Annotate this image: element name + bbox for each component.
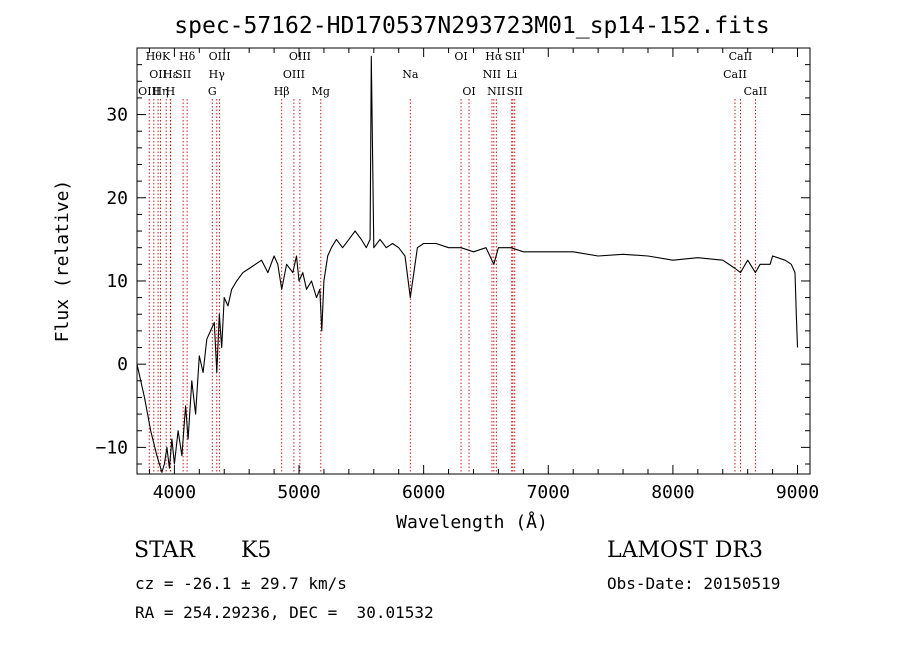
line-marker-label: G xyxy=(208,85,217,98)
line-marker-label: Hθ xyxy=(146,50,163,63)
emission-line-markers: OIIIHθOIIHηKHHεSIIHδGHγOIIIHβOIIIOIIIMgN… xyxy=(138,50,767,474)
y-tick-label: 10 xyxy=(106,271,128,292)
line-marker-label: SII xyxy=(505,50,521,63)
y-tick-label: 30 xyxy=(106,105,128,126)
line-marker-label: SII xyxy=(175,68,191,81)
chart-title: spec-57162-HD170537N293723M01_sp14-152.f… xyxy=(174,13,769,39)
line-marker-label: Mg xyxy=(312,85,330,98)
obs-date: Obs-Date: 20150519 xyxy=(607,574,781,593)
line-marker-label: OI xyxy=(454,50,467,63)
survey-name: LAMOST DR3 xyxy=(607,538,763,563)
line-marker-label: SII xyxy=(507,85,523,98)
redshift-readout: cz = -26.1 ± 29.7 km/s xyxy=(135,574,347,593)
line-marker-label: Hβ xyxy=(274,85,290,98)
x-axis: 4000 5000 6000 7000 8000 9000 xyxy=(148,48,819,503)
line-marker-label: CaII xyxy=(723,68,747,81)
y-axis: −10 0 10 20 30 xyxy=(95,64,810,465)
line-marker-label: Na xyxy=(402,68,419,81)
line-marker-label: Hδ xyxy=(179,50,196,63)
line-marker-label: OIII xyxy=(283,68,305,81)
line-marker-label: H xyxy=(166,85,176,98)
line-marker-label: OII xyxy=(149,68,167,81)
spectrum-series xyxy=(136,55,799,473)
line-marker-label: OIII xyxy=(138,85,160,98)
x-tick-label: 9000 xyxy=(776,482,819,503)
line-marker-label: CaII xyxy=(729,50,753,63)
plot-frame xyxy=(136,47,811,475)
line-marker-label: K xyxy=(162,50,171,63)
y-axis-label: Flux (relative) xyxy=(52,180,73,343)
line-marker-label: OI xyxy=(462,85,475,98)
x-tick-label: 8000 xyxy=(651,482,694,503)
x-tick-label: 7000 xyxy=(527,482,570,503)
x-tick-label: 6000 xyxy=(402,482,445,503)
line-marker-label: Hγ xyxy=(209,68,226,81)
line-marker-label: OIII xyxy=(209,50,231,63)
x-tick-label: 4000 xyxy=(153,482,196,503)
y-tick-label: 0 xyxy=(117,354,128,375)
line-marker-label: CaII xyxy=(744,85,768,98)
spectrum-line-0 xyxy=(136,55,799,473)
coordinates-readout: RA = 254.29236, DEC = 30.01532 xyxy=(135,603,434,622)
spectral-subclass: K5 xyxy=(241,538,272,563)
line-marker-label: Hη xyxy=(152,85,168,98)
line-marker-label: Hα xyxy=(485,50,503,63)
line-marker-label: Li xyxy=(506,68,517,81)
line-marker-label: NII xyxy=(487,85,505,98)
y-tick-label: 20 xyxy=(106,188,128,209)
line-marker-label: OIII xyxy=(289,50,311,63)
object-class: STAR xyxy=(134,538,195,563)
line-marker-label: Hε xyxy=(163,68,179,81)
line-marker-label: NII xyxy=(483,68,501,81)
y-tick-label: −10 xyxy=(95,437,128,458)
x-tick-label: 5000 xyxy=(277,482,320,503)
x-axis-label: Wavelength (Å) xyxy=(396,511,548,533)
